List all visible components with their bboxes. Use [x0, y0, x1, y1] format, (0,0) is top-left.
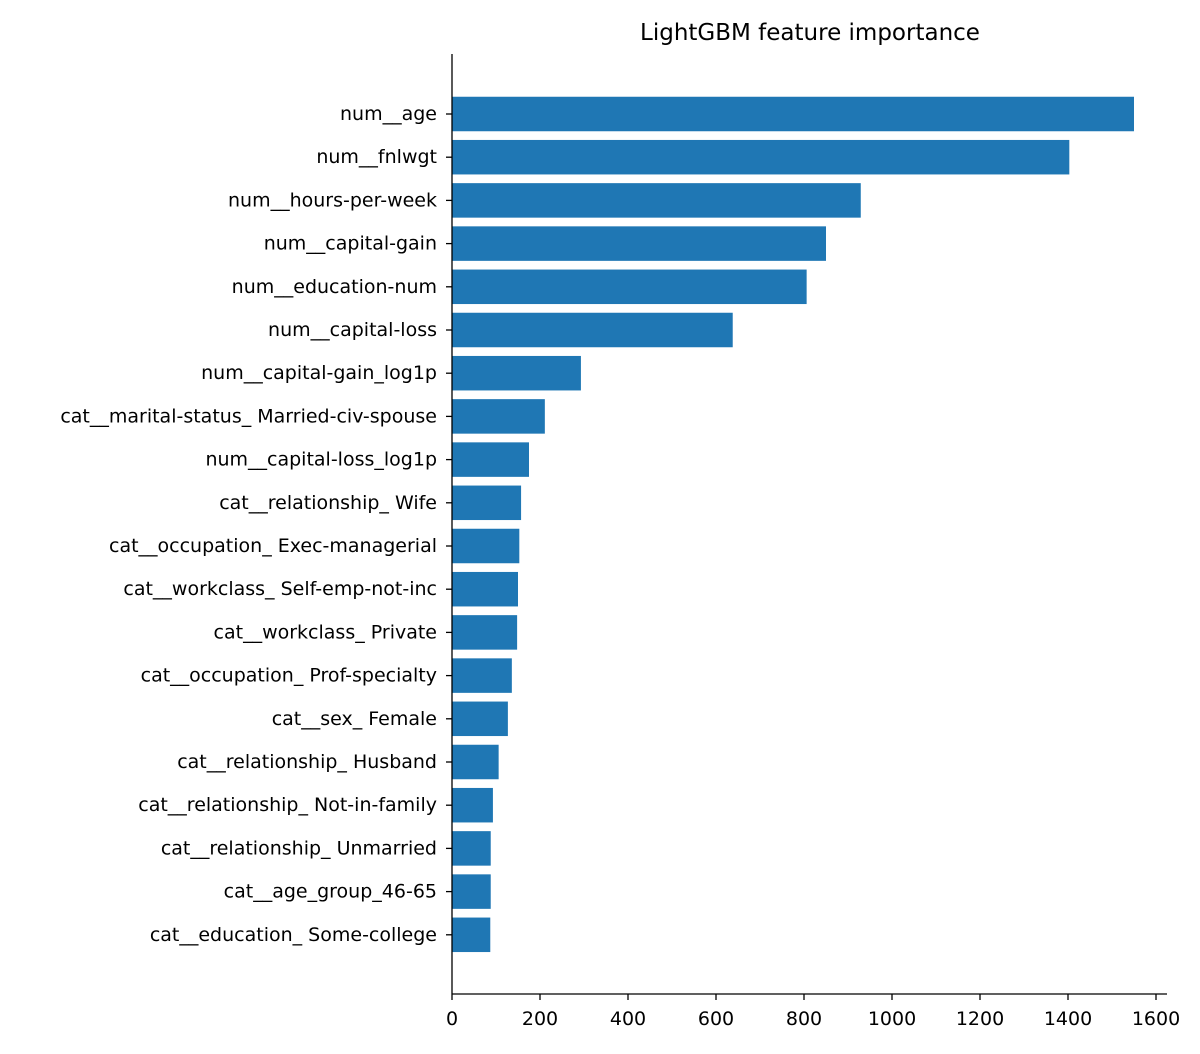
y-tick-label: cat__workclass_ Self-emp-not-inc — [123, 578, 437, 600]
x-tick-label: 1400 — [1044, 1008, 1092, 1030]
bar — [452, 528, 520, 564]
bar — [452, 269, 807, 305]
bar — [452, 571, 518, 607]
bar — [452, 615, 518, 650]
y-tick-label: cat__relationship_ Husband — [177, 751, 437, 773]
y-tick-label: num__capital-loss_log1p — [205, 449, 437, 471]
bar — [452, 226, 826, 261]
x-axis-ticks: 0 200 400 600 800 1000 1200 1400 1600 — [446, 994, 1180, 1030]
y-tick-label: cat__marital-status_ Married-civ-spouse — [60, 405, 437, 427]
y-tick-label: num__capital-gain_log1p — [201, 362, 437, 384]
y-tick-label: num__education-num — [232, 276, 437, 298]
y-tick-label: cat__age_group_46-65 — [224, 881, 437, 903]
y-tick-label: cat__occupation_ Prof-specialty — [141, 665, 437, 687]
x-tick-label: 200 — [522, 1008, 558, 1030]
y-tick-label: num__age — [340, 103, 437, 125]
bar — [452, 787, 493, 823]
bar — [452, 658, 512, 693]
y-tick-label: num__hours-per-week — [228, 189, 437, 211]
bar — [452, 701, 508, 737]
bar — [452, 442, 529, 477]
y-tick-label: cat__relationship_ Unmarried — [161, 837, 437, 859]
bar — [452, 312, 733, 348]
bar — [452, 355, 581, 391]
x-tick-label: 1600 — [1132, 1008, 1180, 1030]
y-tick-label: num__capital-gain — [264, 233, 437, 255]
y-tick-label: cat__sex_ Female — [272, 708, 437, 730]
x-tick-label: 600 — [698, 1008, 734, 1030]
x-tick-label: 800 — [786, 1008, 822, 1030]
bar — [452, 399, 545, 434]
y-tick-label: cat__occupation_ Exec-managerial — [109, 535, 437, 557]
bar — [452, 96, 1134, 132]
y-tick-label: cat__relationship_ Not-in-family — [138, 794, 437, 816]
y-tick-label: cat__workclass_ Private — [214, 621, 437, 643]
y-tick-label: cat__education_ Some-college — [150, 924, 437, 946]
x-tick-label: 0 — [446, 1008, 458, 1030]
bar — [452, 831, 491, 866]
y-tick-label: cat__relationship_ Wife — [219, 492, 437, 514]
bar — [452, 874, 491, 909]
bar — [452, 744, 499, 780]
bars-group — [452, 96, 1134, 953]
bar — [452, 917, 491, 953]
y-axis-labels: num__age num__fnlwgt num__hours-per-weeknu… — [60, 103, 452, 946]
chart-title: LightGBM feature importance — [640, 20, 980, 46]
x-tick-label: 1200 — [956, 1008, 1004, 1030]
bar — [452, 139, 1070, 175]
x-tick-label: 1000 — [868, 1008, 916, 1030]
y-tick-label: num__fnlwgt — [316, 146, 437, 168]
y-tick-label: num__capital-loss — [268, 319, 437, 341]
x-tick-label: 400 — [610, 1008, 646, 1030]
bar — [452, 183, 861, 218]
bar — [452, 485, 522, 521]
